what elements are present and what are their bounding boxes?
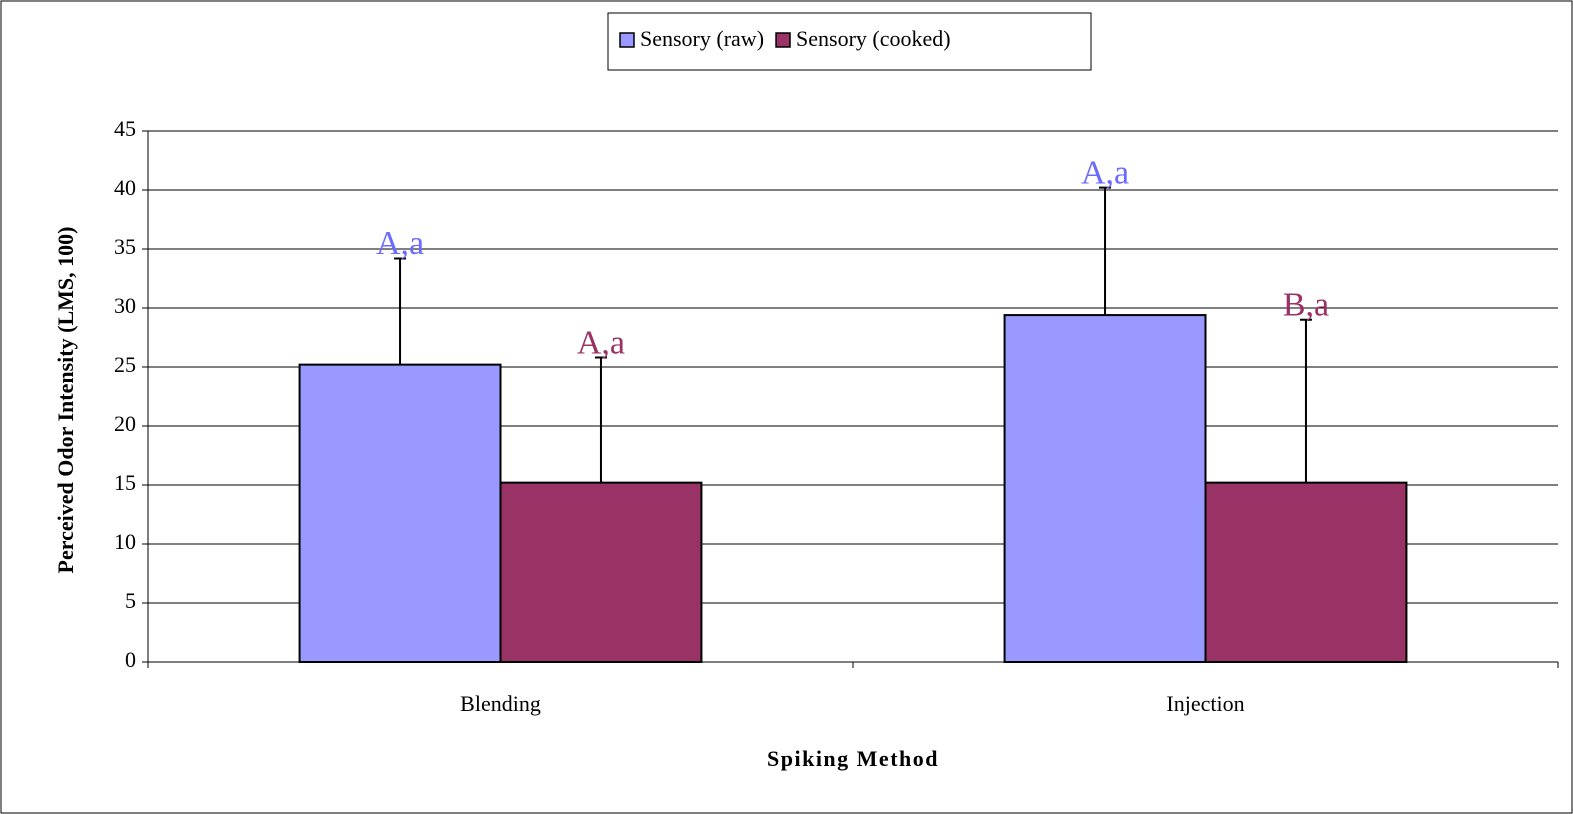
- x-tick-label: Injection: [1166, 691, 1244, 716]
- y-axis-title: Perceived Odor Intensity (LMS, 100): [53, 227, 78, 574]
- error-bar: [1299, 318, 1312, 483]
- y-tick-label: 40: [114, 175, 136, 200]
- x-tick-label: Blending: [460, 691, 541, 716]
- error-bar: [1099, 186, 1112, 316]
- y-tick-label: 15: [114, 470, 136, 495]
- y-tick-label: 5: [125, 588, 136, 613]
- legend-label: Sensory (cooked): [796, 26, 951, 51]
- legend-swatch: [775, 32, 791, 48]
- legend-label: Sensory (raw): [640, 26, 764, 51]
- y-tick-label: 45: [114, 116, 136, 141]
- bar: [1204, 481, 1408, 664]
- bar: [298, 363, 502, 663]
- y-tick-label: 30: [114, 293, 136, 318]
- legend: [607, 12, 1092, 71]
- annotation: A,a: [376, 225, 424, 262]
- bar: [1003, 314, 1207, 663]
- error-bar: [394, 257, 407, 365]
- y-tick-label: 0: [125, 647, 136, 672]
- annotation: B,a: [1283, 287, 1329, 324]
- annotation: A,a: [577, 324, 625, 361]
- legend-swatch: [619, 32, 635, 48]
- bar: [499, 481, 703, 664]
- y-tick-label: 10: [114, 529, 136, 554]
- y-tick-label: 20: [114, 411, 136, 436]
- y-tick-label: 35: [114, 234, 136, 259]
- x-axis-title: Spiking Method: [767, 746, 939, 771]
- y-tick-label: 25: [114, 352, 136, 377]
- annotation: A,a: [1081, 154, 1129, 191]
- error-bar: [594, 356, 607, 483]
